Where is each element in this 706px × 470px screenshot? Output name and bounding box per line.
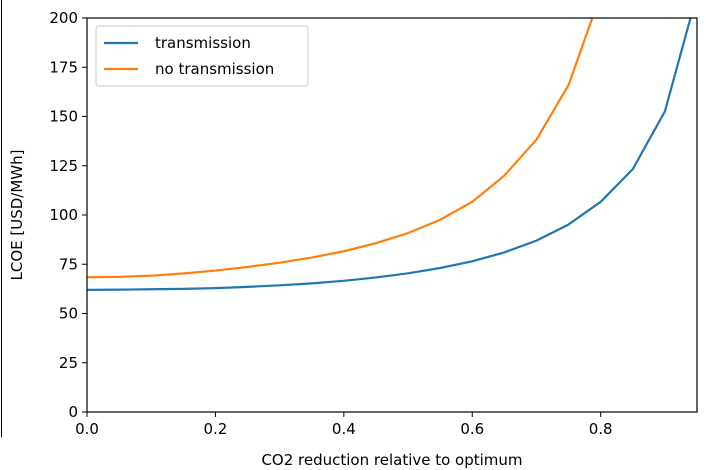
series-line-transmission — [87, 18, 692, 291]
y-axis-title: LCOE [USD/MWh] — [8, 150, 26, 281]
x-tick-label: 0.8 — [589, 420, 613, 438]
legend: transmission no transmission — [95, 25, 309, 87]
series-line-no-transmission — [87, 18, 594, 279]
y-tick-label: 25 — [59, 354, 78, 372]
legend-label: transmission — [155, 34, 251, 52]
x-tick-label: 0.2 — [203, 420, 227, 438]
y-tick-label: 150 — [49, 108, 78, 126]
y-tick-label: 100 — [49, 206, 78, 224]
x-tick-label: 0.6 — [460, 420, 484, 438]
legend-box — [95, 25, 309, 87]
legend-label: no transmission — [155, 60, 274, 78]
y-tick-label: 50 — [59, 305, 78, 323]
y-tick-label: 0 — [68, 403, 78, 421]
x-tick-label: 0.4 — [332, 420, 356, 438]
y-tick-label: 175 — [49, 58, 78, 76]
x-tick-label: 0.0 — [75, 420, 99, 438]
x-axis-title: CO2 reduction relative to optimum — [261, 451, 522, 469]
y-tick-label: 125 — [49, 157, 78, 175]
y-tick-label: 200 — [49, 9, 78, 27]
y-tick-label: 75 — [59, 255, 78, 273]
